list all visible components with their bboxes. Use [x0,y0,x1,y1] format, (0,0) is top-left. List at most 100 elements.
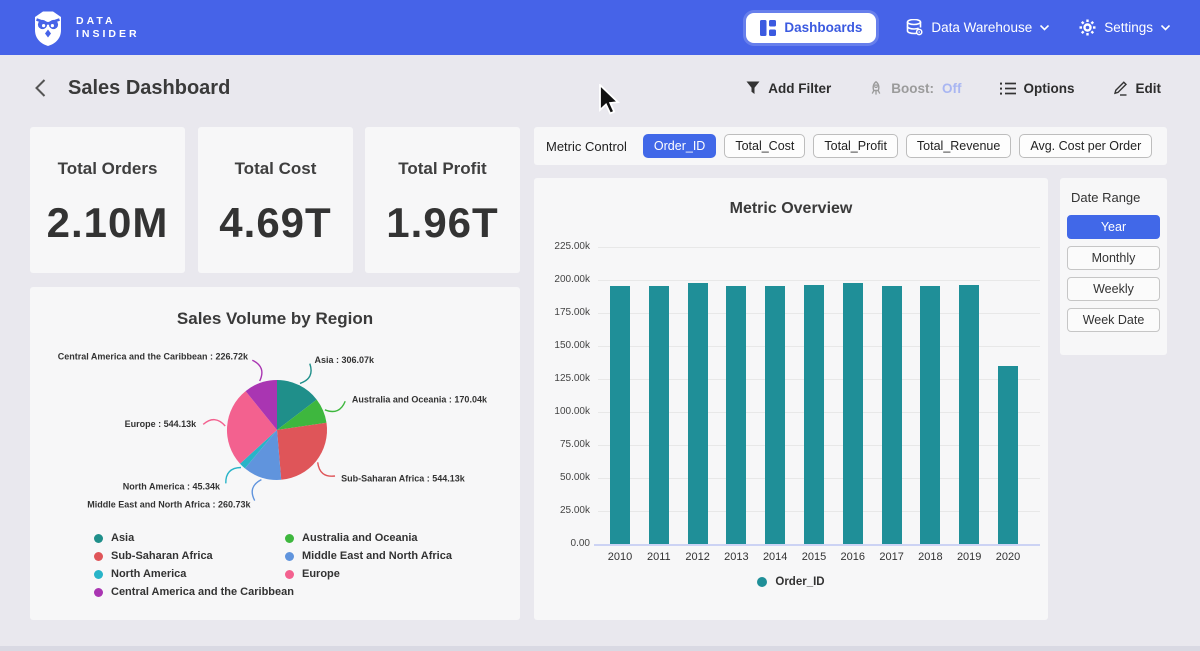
list-options-icon [999,82,1016,95]
back-button[interactable] [33,77,48,99]
nav-data-warehouse-menu[interactable]: Data Warehouse [906,19,1050,36]
y-axis-tick-label: 175.00k [554,307,590,318]
legend-swatch [94,551,103,561]
pie-slice-5[interactable] [226,391,277,464]
bar-chart-legend[interactable]: Order_ID [534,576,1048,588]
pie-slice-label: Central America and the Caribbean : 226.… [58,352,249,362]
legend-label: Europe [302,568,340,580]
owl-logo-icon [35,11,61,46]
y-axis-tick-label: 0.00 [570,538,590,549]
metric-chip-avg-cost-per-order[interactable]: Avg. Cost per Order [1019,134,1153,158]
bar-2010[interactable] [610,285,630,544]
pie-label-leader [251,359,263,382]
legend-item-north-america[interactable]: North America [94,568,294,580]
bar-2012[interactable] [687,283,708,544]
legend-label: Central America and the Caribbean [111,586,294,598]
bar-chart-card: Metric Overview 0.00 25.00k 50.00k 75.00k 10… [534,178,1048,620]
pie-legend-column-1: Asia Sub-Saharan Africa North America Ce… [94,532,294,598]
boost-toggle[interactable]: Boost: Off [863,80,967,97]
date-range-label: Date Range [1071,190,1141,205]
page-header: Sales Dashboard Add Filter Boost: Off [0,55,1200,121]
legend-label: Order_ID [775,576,825,588]
options-label: Options [1023,80,1075,96]
legend-swatch [285,551,294,561]
bar-2016[interactable] [842,283,863,544]
x-axis-tick-label: 2010 [607,551,633,563]
kpi-card-total-orders: Total Orders 2.10M [30,127,185,273]
legend-item-europe[interactable]: Europe [285,568,452,580]
bar-2014[interactable] [765,285,786,544]
add-filter-button[interactable]: Add Filter [740,80,837,97]
legend-item-central-america[interactable]: Central America and the Caribbean [94,586,294,598]
y-axis-tick-label: 200.00k [554,274,590,285]
bar-2018[interactable] [920,285,941,544]
brand-logo[interactable]: DATA INSIDER [30,9,140,47]
pie-label-leader [202,418,226,427]
bar-2015[interactable] [804,285,824,544]
pie-slice-label: Middle East and North Africa : 260.73k [87,499,251,509]
pencil-edit-icon [1113,80,1127,96]
pie-slice-2[interactable] [277,422,328,480]
metric-chip-order-id[interactable]: Order_ID [642,134,717,158]
bar-2019[interactable] [959,285,980,544]
date-range-weekly-button[interactable]: Weekly [1067,277,1160,301]
legend-item-australia-oceania[interactable]: Australia and Oceania [285,532,452,544]
edit-button[interactable]: Edit [1107,80,1168,97]
x-axis-tick-label: 2018 [918,551,943,563]
pie-slice-3[interactable] [244,430,282,480]
legend-swatch [285,569,294,579]
date-range-year-button[interactable]: Year [1067,215,1160,239]
pie-slice-6[interactable] [245,380,277,430]
metric-chip-total-profit[interactable]: Total_Profit [813,134,898,158]
gridline [598,247,1040,248]
dashboard-grid-icon [760,19,777,36]
filter-funnel-icon [746,81,760,94]
legend-item-sub-saharan-africa[interactable]: Sub-Saharan Africa [94,550,294,562]
kpi-label: Total Profit [398,159,487,178]
pie-label-leader [225,466,242,484]
legend-item-asia[interactable]: Asia [94,532,294,544]
x-axis-tick-label: 2011 [646,551,671,563]
kpi-card-total-profit: Total Profit 1.96T [365,127,520,273]
y-axis-tick-label: 100.00k [554,406,590,417]
legend-swatch [757,577,768,587]
legend-item-middle-east-north-africa[interactable]: Middle East and North Africa [285,550,452,562]
pie-slice-4[interactable] [240,430,277,469]
pie-label-leader [299,363,312,385]
bar-2011[interactable] [648,285,669,544]
metric-chip-total-revenue[interactable]: Total_Revenue [905,134,1012,158]
bar-2017[interactable] [881,285,902,544]
date-range-panel: Date Range Year Monthly Weekly Week Date [1060,178,1167,355]
metric-control-bar: Metric Control Order_ID Total_Cost Total… [534,127,1167,165]
date-range-week-date-button[interactable]: Week Date [1067,308,1160,332]
bar-2013[interactable] [726,285,747,544]
legend-swatch [94,569,103,579]
pie-label-leader [324,400,346,413]
options-button[interactable]: Options [994,80,1081,97]
bar-2020[interactable] [998,365,1018,544]
chevron-down-icon [1161,24,1170,31]
pie-chart: Asia : 306.07k Australia and Oceania : 17… [58,352,488,510]
pie-legend-column-2: Australia and Oceania Middle East and No… [285,532,452,580]
x-axis-tick-label: 2014 [762,551,788,563]
chevron-left-icon [35,79,46,97]
y-axis-tick-label: 150.00k [554,340,590,351]
brand-line2: INSIDER [76,27,140,40]
legend-label: North America [111,568,187,580]
pie-slice-0[interactable] [277,380,317,430]
metric-control-label: Metric Control [546,138,627,154]
boost-label: Boost: [891,80,934,96]
legend-swatch [285,533,294,543]
pie-label-leader [251,478,262,501]
date-range-monthly-button[interactable]: Monthly [1067,246,1160,270]
add-filter-label: Add Filter [768,80,832,96]
nav-settings-menu[interactable]: Settings [1079,19,1170,36]
legend-label: Asia [111,532,135,544]
legend-label: Australia and Oceania [302,532,418,544]
pie-slice-label: Australia and Oceania : 170.04k [352,395,488,405]
metric-chip-total-cost[interactable]: Total_Cost [724,134,806,158]
x-axis-tick-label: 2012 [685,551,710,563]
nav-dashboards-button[interactable]: Dashboards [746,12,877,43]
gear-icon [1079,19,1096,36]
pie-slice-1[interactable] [277,399,327,430]
